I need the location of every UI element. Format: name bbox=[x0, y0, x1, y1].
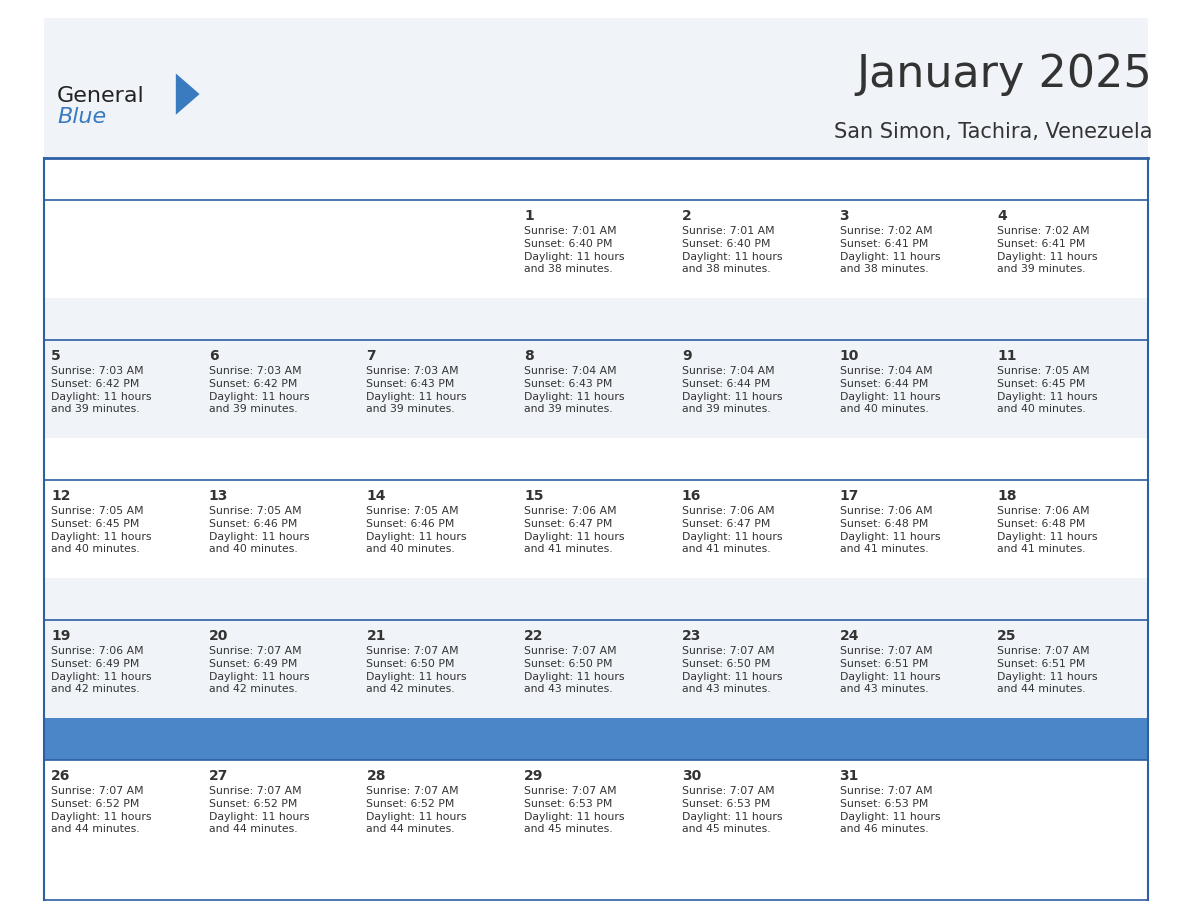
Text: Sunrise: 7:05 AM
Sunset: 6:46 PM
Daylight: 11 hours
and 40 minutes.: Sunrise: 7:05 AM Sunset: 6:46 PM Dayligh… bbox=[209, 506, 309, 554]
Text: 5: 5 bbox=[51, 349, 61, 363]
Text: 2: 2 bbox=[682, 209, 691, 223]
Text: 29: 29 bbox=[524, 769, 544, 783]
Text: 16: 16 bbox=[682, 489, 701, 503]
Text: Sunrise: 7:07 AM
Sunset: 6:50 PM
Daylight: 11 hours
and 43 minutes.: Sunrise: 7:07 AM Sunset: 6:50 PM Dayligh… bbox=[682, 646, 783, 694]
Text: Sunrise: 7:03 AM
Sunset: 6:42 PM
Daylight: 11 hours
and 39 minutes.: Sunrise: 7:03 AM Sunset: 6:42 PM Dayligh… bbox=[51, 366, 152, 414]
Text: Sunrise: 7:07 AM
Sunset: 6:53 PM
Daylight: 11 hours
and 46 minutes.: Sunrise: 7:07 AM Sunset: 6:53 PM Dayligh… bbox=[840, 786, 940, 834]
Text: 15: 15 bbox=[524, 489, 544, 503]
Text: Sunrise: 7:07 AM
Sunset: 6:53 PM
Daylight: 11 hours
and 45 minutes.: Sunrise: 7:07 AM Sunset: 6:53 PM Dayligh… bbox=[682, 786, 783, 834]
Text: Sunrise: 7:07 AM
Sunset: 6:50 PM
Daylight: 11 hours
and 43 minutes.: Sunrise: 7:07 AM Sunset: 6:50 PM Dayligh… bbox=[524, 646, 625, 694]
Text: 4: 4 bbox=[997, 209, 1007, 223]
Text: Sunrise: 7:05 AM
Sunset: 6:45 PM
Daylight: 11 hours
and 40 minutes.: Sunrise: 7:05 AM Sunset: 6:45 PM Dayligh… bbox=[51, 506, 152, 554]
Text: San Simon, Tachira, Venezuela: San Simon, Tachira, Venezuela bbox=[834, 122, 1152, 142]
Text: Sunrise: 7:01 AM
Sunset: 6:40 PM
Daylight: 11 hours
and 38 minutes.: Sunrise: 7:01 AM Sunset: 6:40 PM Dayligh… bbox=[682, 226, 783, 274]
Text: 13: 13 bbox=[209, 489, 228, 503]
Text: 31: 31 bbox=[840, 769, 859, 783]
Text: Sunrise: 7:06 AM
Sunset: 6:49 PM
Daylight: 11 hours
and 42 minutes.: Sunrise: 7:06 AM Sunset: 6:49 PM Dayligh… bbox=[51, 646, 152, 694]
Text: Sunrise: 7:05 AM
Sunset: 6:45 PM
Daylight: 11 hours
and 40 minutes.: Sunrise: 7:05 AM Sunset: 6:45 PM Dayligh… bbox=[997, 366, 1098, 414]
Text: Sunrise: 7:07 AM
Sunset: 6:53 PM
Daylight: 11 hours
and 45 minutes.: Sunrise: 7:07 AM Sunset: 6:53 PM Dayligh… bbox=[524, 786, 625, 834]
Text: 21: 21 bbox=[366, 629, 386, 643]
Text: 19: 19 bbox=[51, 629, 70, 643]
Text: 11: 11 bbox=[997, 349, 1017, 363]
Text: Sunrise: 7:06 AM
Sunset: 6:47 PM
Daylight: 11 hours
and 41 minutes.: Sunrise: 7:06 AM Sunset: 6:47 PM Dayligh… bbox=[524, 506, 625, 554]
Text: Sunrise: 7:01 AM
Sunset: 6:40 PM
Daylight: 11 hours
and 38 minutes.: Sunrise: 7:01 AM Sunset: 6:40 PM Dayligh… bbox=[524, 226, 625, 274]
Text: #222222: #222222 bbox=[52, 51, 58, 52]
Text: Sunrise: 7:07 AM
Sunset: 6:50 PM
Daylight: 11 hours
and 42 minutes.: Sunrise: 7:07 AM Sunset: 6:50 PM Dayligh… bbox=[366, 646, 467, 694]
Text: 1: 1 bbox=[524, 209, 533, 223]
Text: 17: 17 bbox=[840, 489, 859, 503]
Text: Thursday: Thursday bbox=[714, 172, 794, 186]
Text: 18: 18 bbox=[997, 489, 1017, 503]
Text: 26: 26 bbox=[51, 769, 70, 783]
Text: 28: 28 bbox=[366, 769, 386, 783]
Text: 3: 3 bbox=[840, 209, 849, 223]
Text: Sunrise: 7:04 AM
Sunset: 6:44 PM
Daylight: 11 hours
and 40 minutes.: Sunrise: 7:04 AM Sunset: 6:44 PM Dayligh… bbox=[840, 366, 940, 414]
Text: Friday: Friday bbox=[885, 172, 937, 186]
Text: Sunrise: 7:04 AM
Sunset: 6:43 PM
Daylight: 11 hours
and 39 minutes.: Sunrise: 7:04 AM Sunset: 6:43 PM Dayligh… bbox=[524, 366, 625, 414]
Text: 20: 20 bbox=[209, 629, 228, 643]
Text: 22: 22 bbox=[524, 629, 544, 643]
Text: Sunrise: 7:05 AM
Sunset: 6:46 PM
Daylight: 11 hours
and 40 minutes.: Sunrise: 7:05 AM Sunset: 6:46 PM Dayligh… bbox=[366, 506, 467, 554]
Text: Blue: Blue bbox=[57, 106, 106, 127]
Text: 12: 12 bbox=[51, 489, 70, 503]
Text: 14: 14 bbox=[366, 489, 386, 503]
Text: Sunrise: 7:07 AM
Sunset: 6:51 PM
Daylight: 11 hours
and 43 minutes.: Sunrise: 7:07 AM Sunset: 6:51 PM Dayligh… bbox=[840, 646, 940, 694]
Text: Sunrise: 7:03 AM
Sunset: 6:43 PM
Daylight: 11 hours
and 39 minutes.: Sunrise: 7:03 AM Sunset: 6:43 PM Dayligh… bbox=[366, 366, 467, 414]
Text: Monday: Monday bbox=[247, 172, 314, 186]
Text: 7: 7 bbox=[366, 349, 377, 363]
Text: January 2025: January 2025 bbox=[857, 53, 1152, 96]
Text: Tuesday: Tuesday bbox=[404, 172, 473, 186]
Text: 25: 25 bbox=[997, 629, 1017, 643]
Text: Sunrise: 7:07 AM
Sunset: 6:52 PM
Daylight: 11 hours
and 44 minutes.: Sunrise: 7:07 AM Sunset: 6:52 PM Dayligh… bbox=[366, 786, 467, 834]
Text: General: General bbox=[57, 85, 145, 106]
Text: 8: 8 bbox=[524, 349, 533, 363]
Text: 30: 30 bbox=[682, 769, 701, 783]
Text: Sunday: Sunday bbox=[91, 172, 154, 186]
Text: 10: 10 bbox=[840, 349, 859, 363]
Text: Sunrise: 7:06 AM
Sunset: 6:48 PM
Daylight: 11 hours
and 41 minutes.: Sunrise: 7:06 AM Sunset: 6:48 PM Dayligh… bbox=[840, 506, 940, 554]
Text: 24: 24 bbox=[840, 629, 859, 643]
Text: Sunrise: 7:07 AM
Sunset: 6:52 PM
Daylight: 11 hours
and 44 minutes.: Sunrise: 7:07 AM Sunset: 6:52 PM Dayligh… bbox=[51, 786, 152, 834]
Text: Sunrise: 7:07 AM
Sunset: 6:52 PM
Daylight: 11 hours
and 44 minutes.: Sunrise: 7:07 AM Sunset: 6:52 PM Dayligh… bbox=[209, 786, 309, 834]
Text: Wednesday: Wednesday bbox=[546, 172, 645, 186]
Text: Sunrise: 7:02 AM
Sunset: 6:41 PM
Daylight: 11 hours
and 38 minutes.: Sunrise: 7:02 AM Sunset: 6:41 PM Dayligh… bbox=[840, 226, 940, 274]
Text: Sunrise: 7:06 AM
Sunset: 6:48 PM
Daylight: 11 hours
and 41 minutes.: Sunrise: 7:06 AM Sunset: 6:48 PM Dayligh… bbox=[997, 506, 1098, 554]
Text: Sunrise: 7:04 AM
Sunset: 6:44 PM
Daylight: 11 hours
and 39 minutes.: Sunrise: 7:04 AM Sunset: 6:44 PM Dayligh… bbox=[682, 366, 783, 414]
Text: Sunrise: 7:07 AM
Sunset: 6:51 PM
Daylight: 11 hours
and 44 minutes.: Sunrise: 7:07 AM Sunset: 6:51 PM Dayligh… bbox=[997, 646, 1098, 694]
Text: Saturday: Saturday bbox=[1030, 172, 1108, 186]
Text: Sunrise: 7:03 AM
Sunset: 6:42 PM
Daylight: 11 hours
and 39 minutes.: Sunrise: 7:03 AM Sunset: 6:42 PM Dayligh… bbox=[209, 366, 309, 414]
Text: 23: 23 bbox=[682, 629, 701, 643]
Text: Sunrise: 7:06 AM
Sunset: 6:47 PM
Daylight: 11 hours
and 41 minutes.: Sunrise: 7:06 AM Sunset: 6:47 PM Dayligh… bbox=[682, 506, 783, 554]
Text: 6: 6 bbox=[209, 349, 219, 363]
Text: Sunrise: 7:02 AM
Sunset: 6:41 PM
Daylight: 11 hours
and 39 minutes.: Sunrise: 7:02 AM Sunset: 6:41 PM Dayligh… bbox=[997, 226, 1098, 274]
Text: 9: 9 bbox=[682, 349, 691, 363]
Text: 27: 27 bbox=[209, 769, 228, 783]
Text: Sunrise: 7:07 AM
Sunset: 6:49 PM
Daylight: 11 hours
and 42 minutes.: Sunrise: 7:07 AM Sunset: 6:49 PM Dayligh… bbox=[209, 646, 309, 694]
